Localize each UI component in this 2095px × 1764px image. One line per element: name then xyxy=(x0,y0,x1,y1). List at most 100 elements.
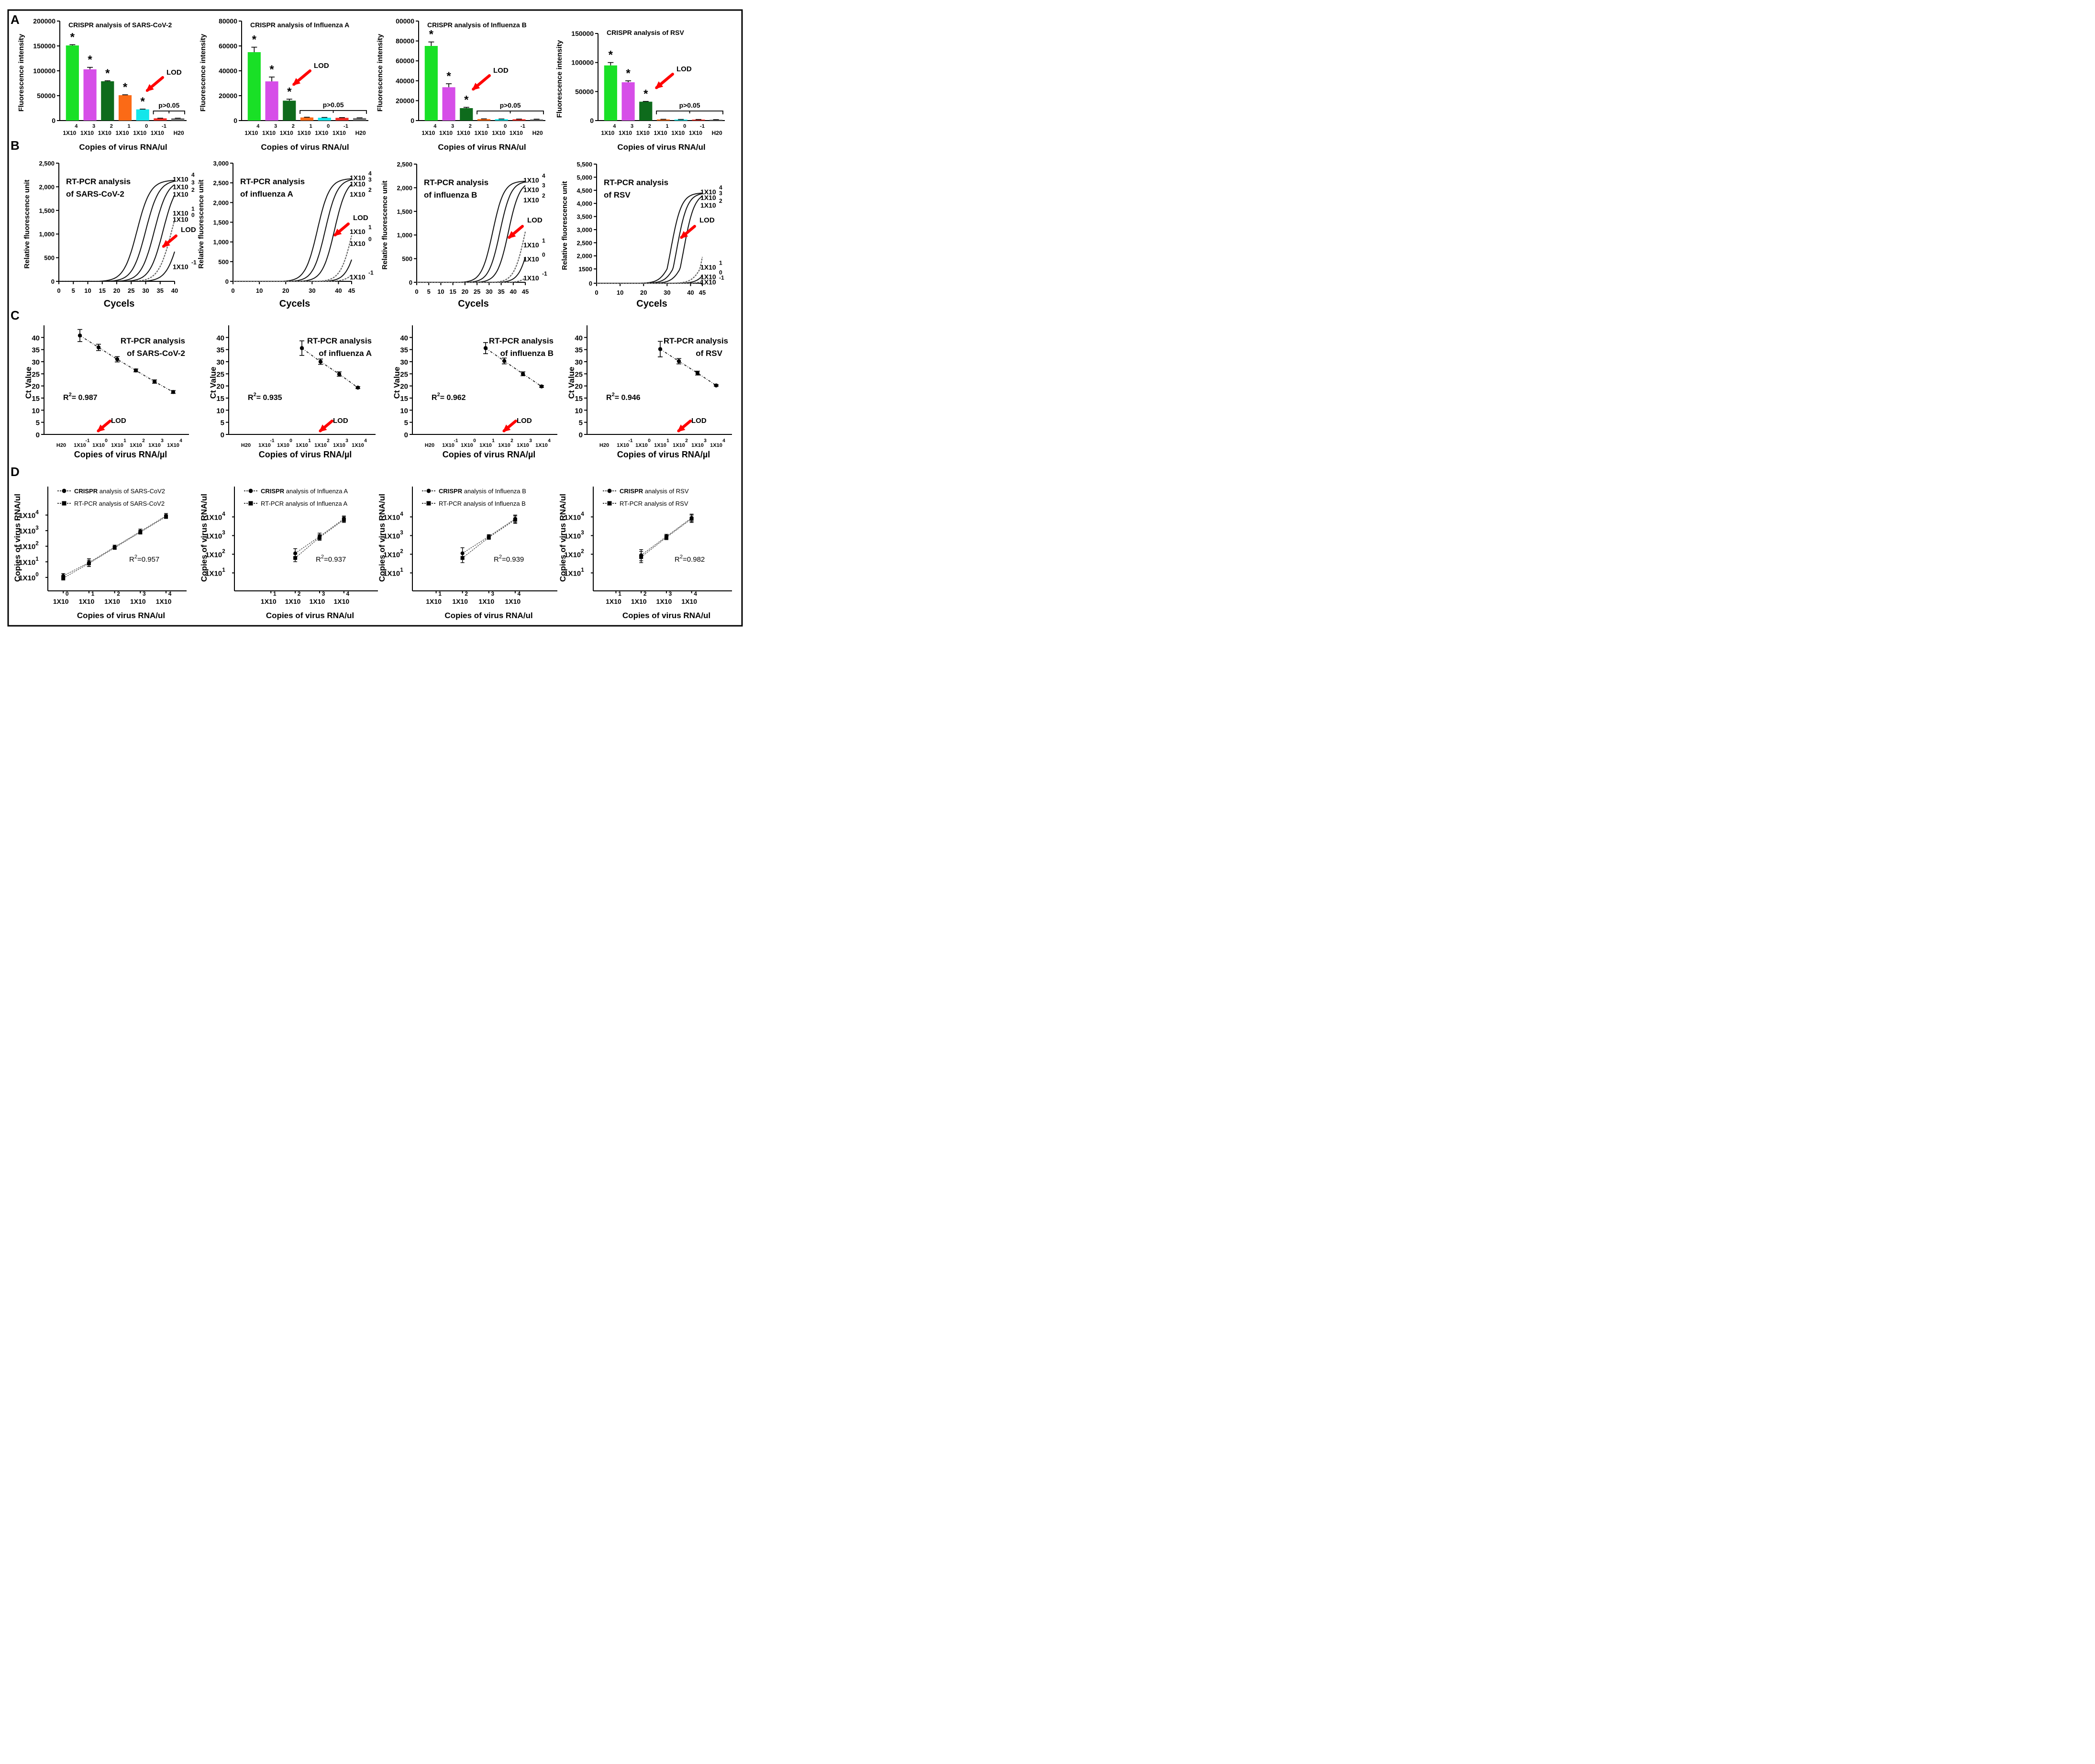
x-tick-label: 35 xyxy=(498,288,504,295)
chart-title: CRISPR analysis of RSV xyxy=(607,29,684,36)
series-label: 1X10 xyxy=(523,177,539,184)
y-tick-label: 1X104 xyxy=(19,509,39,520)
series-label: 1X10 xyxy=(523,274,539,282)
bar xyxy=(300,117,314,121)
x-tick-label: 1X10 xyxy=(314,443,327,448)
chart-title-line-2: of SARS-CoV-2 xyxy=(66,189,124,199)
comparison-chart-4: 1X1011X1021X1031X1041X1011X1021X1031X104… xyxy=(558,487,732,620)
x-tick-label: 1X10 xyxy=(258,443,271,448)
y-tick-label: 0 xyxy=(589,280,592,287)
y-tick-label: 00000 xyxy=(396,17,414,25)
significance-star: * xyxy=(105,67,110,80)
legend-marker-circle xyxy=(607,488,612,493)
data-point-rtpcr xyxy=(61,576,66,580)
lod-arrow xyxy=(97,420,111,433)
amplification-curve xyxy=(233,259,352,282)
y-tick-label: 30 xyxy=(32,358,40,366)
bar-chart-3: 0 20000 40000 60000 80000 00000 CRISPR analysi… xyxy=(376,17,545,152)
data-point-rtpcr xyxy=(317,535,321,540)
panel-label-b: B xyxy=(11,138,20,153)
x-tick-exponent: 2 xyxy=(510,438,513,444)
x-tick-label: H20 xyxy=(355,130,366,136)
data-point xyxy=(521,372,525,376)
x-tick-label: 10 xyxy=(256,287,263,294)
x-tick-label: 1X10 xyxy=(474,130,488,136)
x-tick-exponent: 3 xyxy=(92,123,95,129)
chart-title-line-2: of SARS-CoV-2 xyxy=(127,349,185,358)
x-tick-exponent: -1 xyxy=(162,123,166,129)
x-tick-label: 1X10 xyxy=(681,598,697,605)
x-tick-label: 25 xyxy=(474,288,480,295)
y-tick-label: 20000 xyxy=(396,97,414,104)
bar xyxy=(530,119,543,121)
x-tick-exponent: 4 xyxy=(433,123,437,129)
y-tick-label: 1,000 xyxy=(213,239,229,246)
panel-label-d: D xyxy=(11,465,20,479)
x-tick-exponent: 4 xyxy=(256,123,260,129)
figure-frame xyxy=(7,9,743,627)
x-tick-exponent: 3 xyxy=(274,123,277,129)
lod-arrow-head xyxy=(333,228,342,236)
legend-marker-circle xyxy=(248,488,253,493)
x-tick-exponent: 2 xyxy=(142,438,145,444)
x-tick-label: 1X10 xyxy=(133,130,146,136)
x-tick-exponent: -1 xyxy=(700,123,705,129)
bar xyxy=(604,65,617,121)
lod-label: LOD xyxy=(353,214,368,222)
y-tick-label: 1,500 xyxy=(213,219,229,226)
bar xyxy=(283,100,296,121)
x-tick-exponent: 3 xyxy=(322,590,325,597)
amplification-curve xyxy=(597,193,703,284)
series-label: 1X10 xyxy=(700,188,716,196)
r-squared-label: R2= 0.987 xyxy=(63,392,98,402)
significance-bracket xyxy=(299,110,367,114)
lod-arrow-head xyxy=(677,424,686,433)
data-point xyxy=(299,346,304,350)
x-tick-label: 1X10 xyxy=(352,443,364,448)
chart-title-line-2: of RSV xyxy=(696,349,722,358)
y-tick-label: 1X103 xyxy=(205,530,225,540)
series-label-exponent: 3 xyxy=(191,179,195,186)
bar xyxy=(118,95,132,121)
series-label-exponent: 1 xyxy=(719,259,722,266)
x-tick-label: 5 xyxy=(427,288,431,295)
x-tick-label: H20 xyxy=(241,443,251,448)
lod-arrow-head xyxy=(508,231,516,239)
x-tick-label: 1X10 xyxy=(439,130,453,136)
x-tick-exponent: 1 xyxy=(273,590,277,597)
y-tick-label: 1500 xyxy=(578,266,592,273)
y-tick-label: 1X101 xyxy=(564,567,584,577)
lod-label: LOD xyxy=(691,417,707,425)
bar xyxy=(477,119,491,121)
bar xyxy=(692,119,705,121)
r-squared-label: R2= 0.935 xyxy=(248,392,282,402)
significance-star: * xyxy=(70,31,75,44)
y-tick-label: 10 xyxy=(575,407,583,415)
y-tick-label: 1X101 xyxy=(205,567,225,577)
y-tick-label: 1X104 xyxy=(564,511,584,521)
amplification-curve xyxy=(597,192,703,284)
y-tick-label: 5,500 xyxy=(576,161,592,168)
series-label-exponent: -1 xyxy=(719,274,724,281)
significance-star: * xyxy=(429,28,434,41)
x-tick-exponent: 0 xyxy=(473,438,476,444)
series-line xyxy=(63,515,166,577)
legend-label: RT-PCR analysis of Influenza A xyxy=(261,500,347,507)
series-label-exponent: 3 xyxy=(719,190,722,197)
x-axis-label: Copies of virus RNA/µl xyxy=(443,450,535,459)
x-tick-exponent: 0 xyxy=(105,438,108,444)
y-tick-label: 2,500 xyxy=(397,161,412,168)
figure-page: A B C D 0 50000 100000 150000 200000 CRISPR a… xyxy=(0,0,750,632)
x-tick-label: H20 xyxy=(712,130,722,136)
x-tick-label: 1X10 xyxy=(277,443,289,448)
y-tick-label: 150000 xyxy=(571,30,594,37)
y-tick-label: 50000 xyxy=(37,92,55,100)
x-tick-exponent: 4 xyxy=(518,590,521,597)
bar xyxy=(154,118,167,121)
x-tick-label: 1X10 xyxy=(151,130,164,136)
y-tick-label: 20 xyxy=(32,383,40,391)
x-tick-label: 1X10 xyxy=(619,130,632,136)
lod-arrow-head xyxy=(502,424,511,433)
y-tick-label: 20 xyxy=(575,383,583,391)
x-axis-label: Copies of virus RNA/µl xyxy=(617,450,710,459)
